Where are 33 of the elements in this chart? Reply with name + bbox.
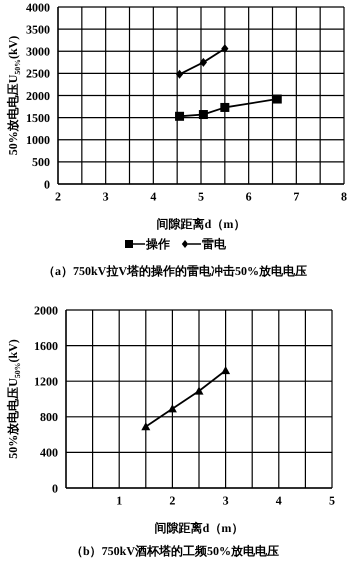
y-tick-label: 1000	[26, 133, 50, 148]
x-tick-label: 5	[329, 494, 335, 508]
y-tick-label: 1600	[34, 338, 58, 353]
x-tick-label: 3	[102, 190, 109, 204]
y-tick-label: 400	[40, 446, 58, 460]
x-tick-label: 7	[293, 190, 300, 204]
y-tick-label: 1200	[34, 374, 58, 388]
x-tick-label: 3	[222, 494, 229, 508]
x-tick-label: 2	[169, 494, 176, 508]
text: （b）750kV酒杯塔的工频50%放电电压	[70, 543, 280, 560]
y-tick-label: 2000	[26, 88, 50, 103]
y-tick-label: 3000	[26, 44, 50, 59]
y-tick-label: 2000	[34, 303, 58, 318]
text: （a）750kV拉V塔的操作的雷电冲击50%放电电压	[42, 263, 308, 280]
y-tick-label: 0	[52, 481, 58, 496]
y-tick-label: 4000	[26, 0, 50, 14]
y-tick-label: 1500	[26, 110, 50, 125]
y-tick-label: 0	[44, 177, 50, 192]
x-tick-label: 4	[276, 494, 282, 508]
legend-label: 操作	[146, 236, 170, 252]
x-tick-label: 2	[55, 190, 61, 204]
x-axis-title: 间隙距离d（m）	[156, 217, 246, 231]
y-tick-label: 500	[32, 155, 50, 170]
x-axis-title: 间隙距离d（m）	[154, 521, 244, 535]
x-tick-label: 1	[116, 494, 122, 508]
y-tick-label: 3500	[26, 22, 50, 36]
legend-label: 雷电	[202, 236, 226, 252]
x-tick-label: 6	[246, 190, 252, 204]
x-tick-label: 8	[341, 190, 347, 204]
y-tick-label: 800	[40, 410, 58, 424]
x-tick-label: 5	[198, 190, 204, 204]
y-tick-label: 2500	[26, 66, 50, 81]
x-tick-label: 4	[150, 190, 156, 204]
